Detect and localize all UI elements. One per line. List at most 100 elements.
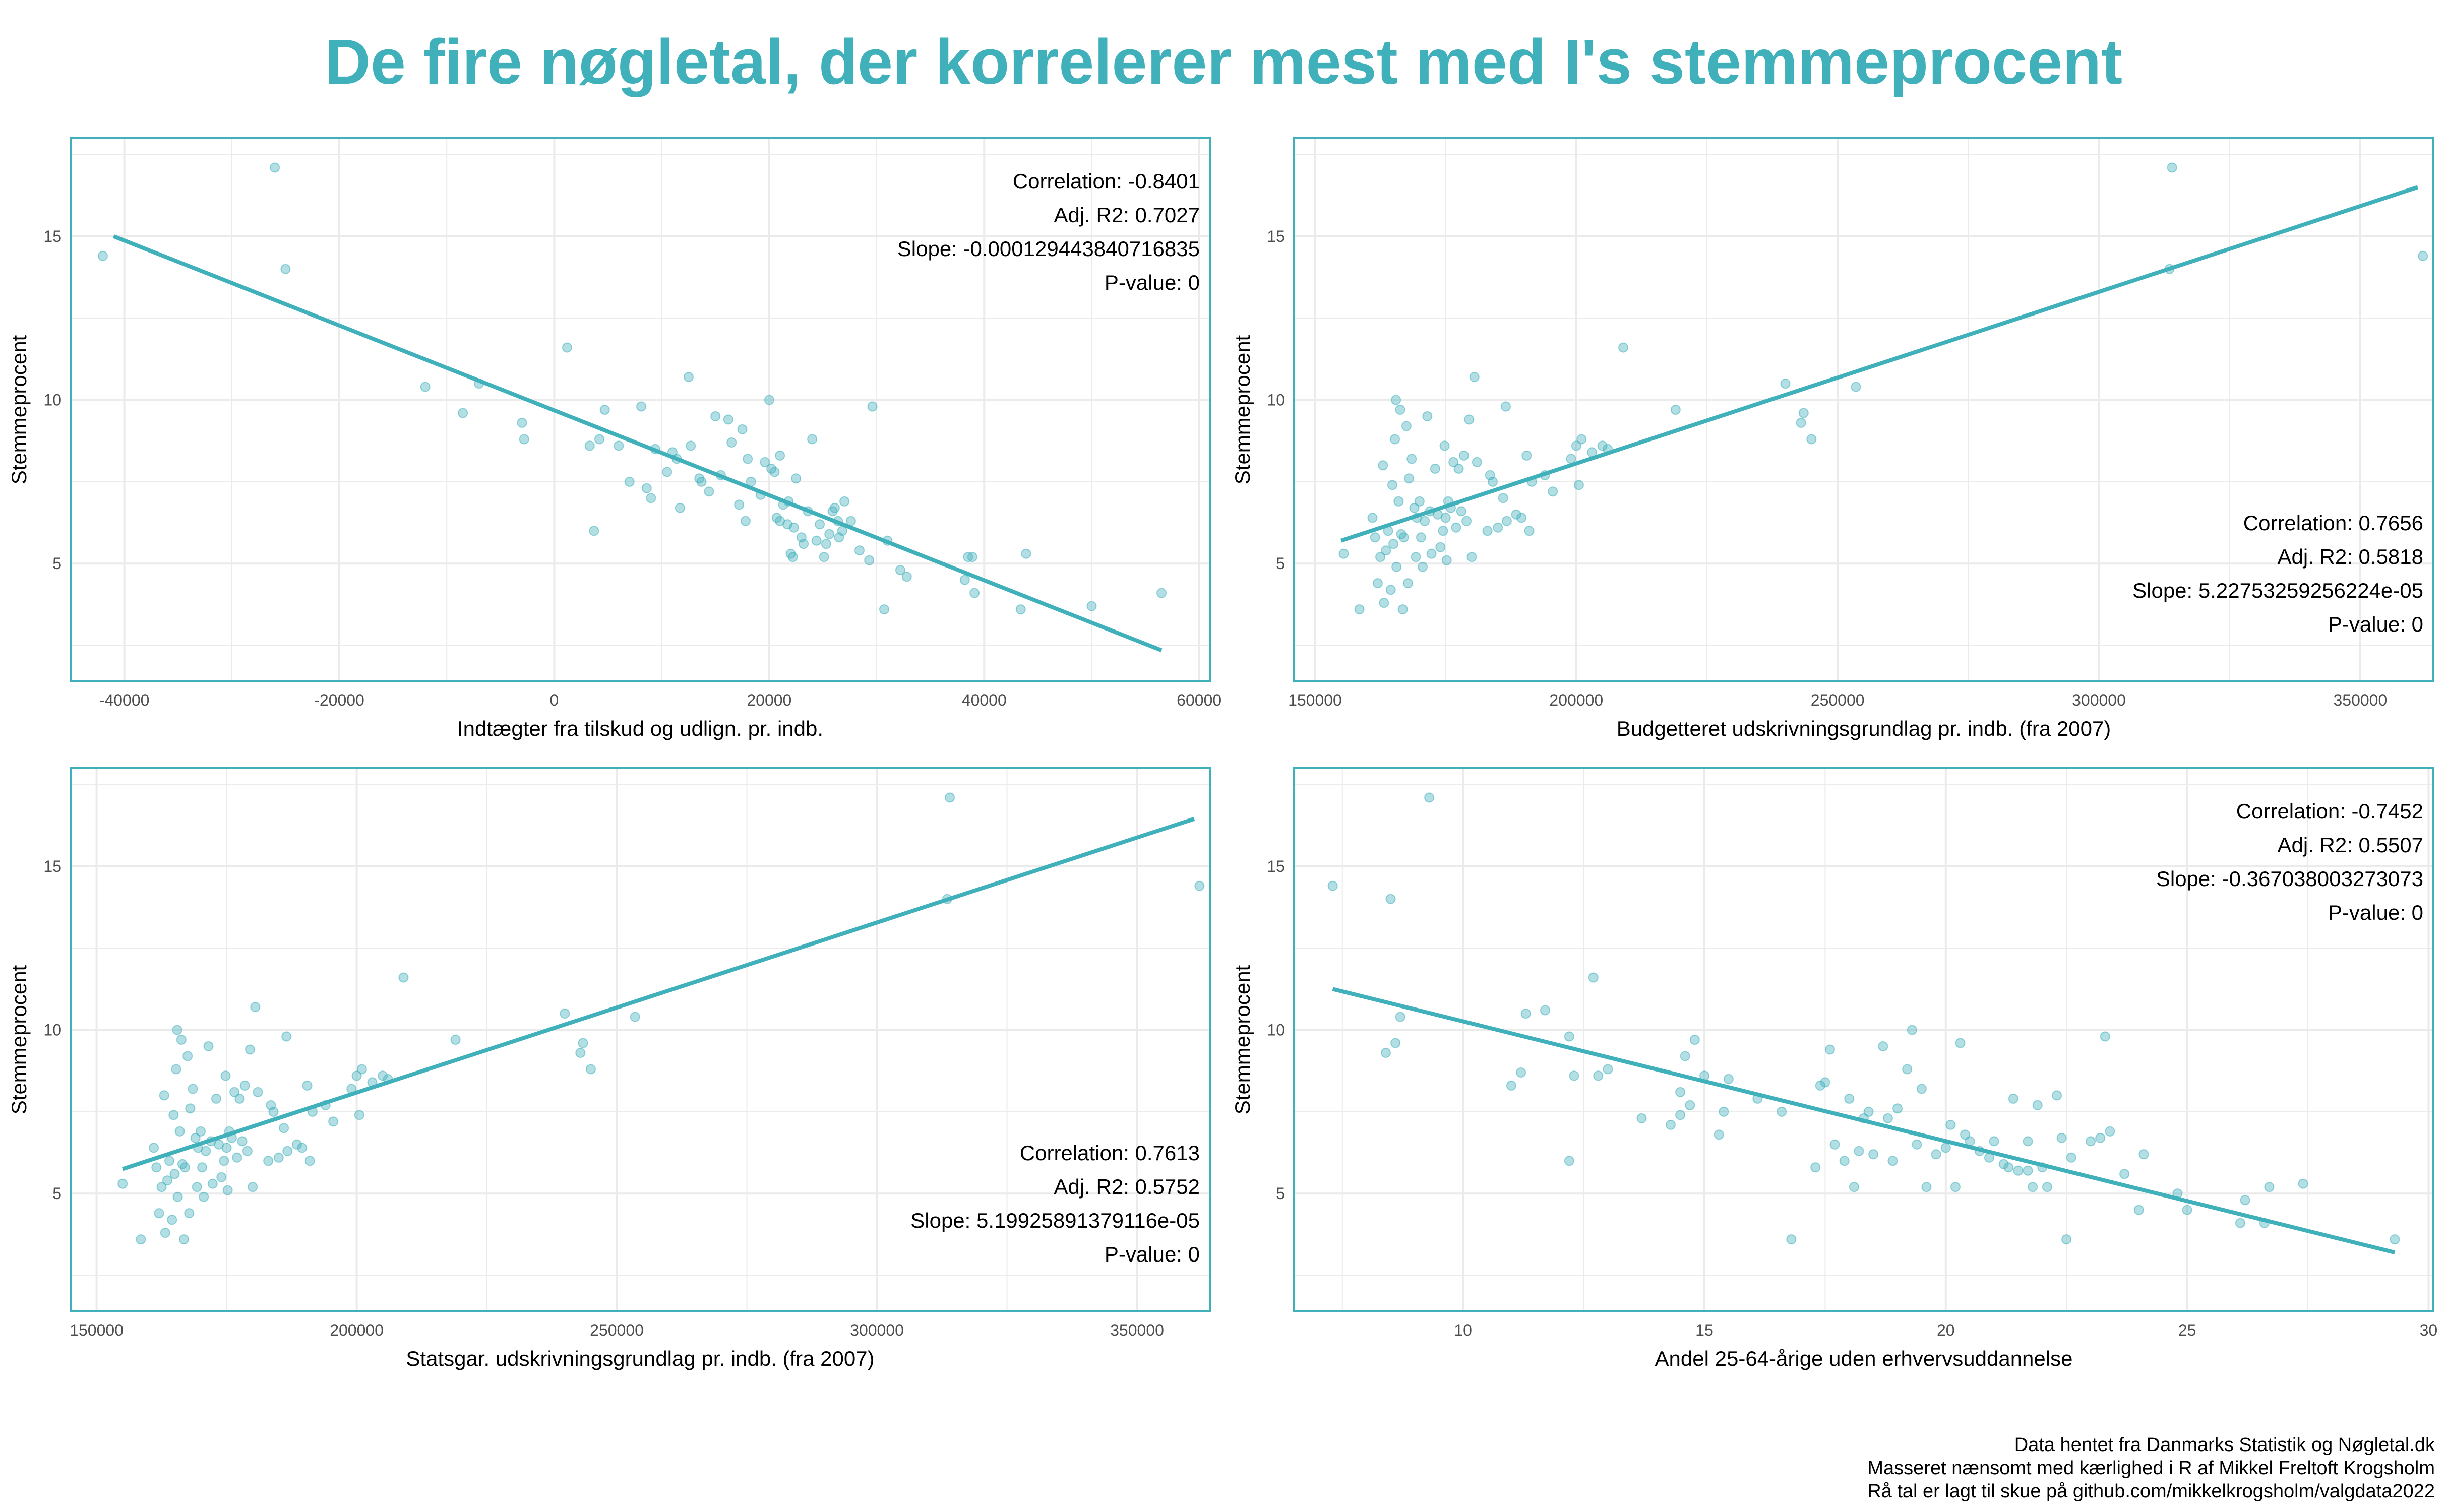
data-point xyxy=(1574,480,1584,490)
data-point xyxy=(420,382,431,392)
major-gridlines xyxy=(71,768,1210,1311)
data-point xyxy=(216,1172,227,1182)
data-point xyxy=(791,473,802,484)
data-point xyxy=(1021,548,1031,559)
data-points xyxy=(1327,792,2400,1245)
data-point xyxy=(675,502,685,513)
stats-annotation: Adj. R2: 0.7027 xyxy=(1054,203,1200,227)
data-point xyxy=(207,1178,218,1189)
data-point xyxy=(1516,1067,1526,1078)
data-point xyxy=(686,440,696,451)
stats-annotation: Slope: -0.367038003273073 xyxy=(2156,867,2423,891)
data-point xyxy=(1540,1005,1550,1016)
x-tick-label: 350000 xyxy=(2333,691,2387,709)
data-point xyxy=(815,519,825,530)
data-point xyxy=(1194,880,1205,891)
data-point xyxy=(250,1002,261,1013)
data-point xyxy=(895,565,905,576)
data-point xyxy=(1451,522,1461,533)
data-point xyxy=(219,1156,229,1166)
data-point xyxy=(1015,604,1026,615)
x-tick-label: 20000 xyxy=(747,691,791,709)
data-point xyxy=(1500,401,1511,412)
data-point xyxy=(1414,496,1425,507)
data-point xyxy=(1810,1162,1821,1173)
data-point xyxy=(201,1146,211,1156)
data-point xyxy=(710,411,721,421)
panel-border xyxy=(70,137,1211,682)
data-point xyxy=(248,1182,258,1192)
data-point xyxy=(1426,548,1437,559)
stats-annotation: Adj. R2: 0.5752 xyxy=(1054,1175,1200,1199)
data-point xyxy=(1576,434,1587,445)
data-point xyxy=(2390,1234,2400,1245)
data-point xyxy=(117,1178,128,1189)
data-point xyxy=(575,1047,586,1058)
data-point xyxy=(1680,1051,1690,1061)
data-point xyxy=(97,250,108,261)
data-point xyxy=(2086,1136,2096,1147)
data-point xyxy=(1448,457,1459,467)
data-point xyxy=(1506,1080,1516,1091)
data-point xyxy=(641,483,652,493)
stats-annotation: P-value: 0 xyxy=(1105,271,1200,294)
panel-border xyxy=(70,767,1211,1312)
data-point xyxy=(1564,1156,1574,1166)
major-gridlines xyxy=(71,138,1210,681)
x-tick-label: 250000 xyxy=(1811,691,1865,709)
data-point xyxy=(268,1106,279,1117)
y-axis-label: Stemmeprocent xyxy=(1231,965,1254,1114)
data-point xyxy=(764,395,774,405)
data-point xyxy=(1714,1129,1724,1140)
y-tick-label: 5 xyxy=(1276,1184,1285,1203)
data-point xyxy=(1378,460,1388,471)
data-point xyxy=(2100,1031,2110,1042)
data-point xyxy=(1458,450,1469,461)
y-tick-label: 10 xyxy=(43,391,62,409)
minor-gridlines xyxy=(71,138,1210,681)
data-point xyxy=(1719,1106,1729,1117)
minor-gridlines xyxy=(1294,138,2433,681)
data-point xyxy=(1456,506,1466,517)
data-point xyxy=(1372,578,1383,589)
data-point xyxy=(1878,1041,1888,1051)
data-point xyxy=(1464,414,1475,425)
data-point xyxy=(1390,434,1400,445)
data-point xyxy=(2052,1090,2062,1101)
data-point xyxy=(2042,1182,2052,1192)
y-tick-label: 10 xyxy=(1267,391,1285,409)
x-tick-label: 300000 xyxy=(850,1321,904,1339)
data-point xyxy=(1422,411,1433,421)
data-point xyxy=(837,526,847,536)
data-point xyxy=(584,440,595,451)
data-point xyxy=(270,162,280,173)
data-point xyxy=(1391,395,1401,405)
data-points xyxy=(97,162,1167,615)
data-point xyxy=(829,502,840,513)
data-point xyxy=(517,417,527,428)
data-point xyxy=(1327,880,1338,891)
data-point xyxy=(1411,552,1421,562)
chart-panel-4: 10 15 20 25 30 5 10 15 Correlation: -0.7452 Adj. … xyxy=(1231,767,2437,1370)
data-point xyxy=(1593,1070,1604,1081)
data-point xyxy=(237,1136,248,1147)
data-point xyxy=(967,552,977,562)
stats-annotation: Correlation: 0.7656 xyxy=(2243,511,2423,535)
data-point xyxy=(304,1156,315,1166)
data-point xyxy=(1418,561,1428,572)
data-point xyxy=(149,1143,159,1153)
data-point xyxy=(1438,526,1448,536)
data-point xyxy=(1887,1156,1898,1166)
x-axis-label: Andel 25-64-årige uden erhvervsuddannels… xyxy=(1655,1347,2073,1370)
data-point xyxy=(1401,421,1412,431)
data-point xyxy=(1424,792,1435,803)
data-point xyxy=(2032,1100,2043,1110)
data-point xyxy=(519,434,529,445)
data-point xyxy=(1430,463,1440,474)
data-point xyxy=(839,496,850,507)
data-point xyxy=(1501,516,1512,526)
data-point xyxy=(1385,894,1396,904)
data-point xyxy=(585,1064,596,1075)
data-point xyxy=(281,1031,292,1042)
data-point xyxy=(167,1215,177,1225)
